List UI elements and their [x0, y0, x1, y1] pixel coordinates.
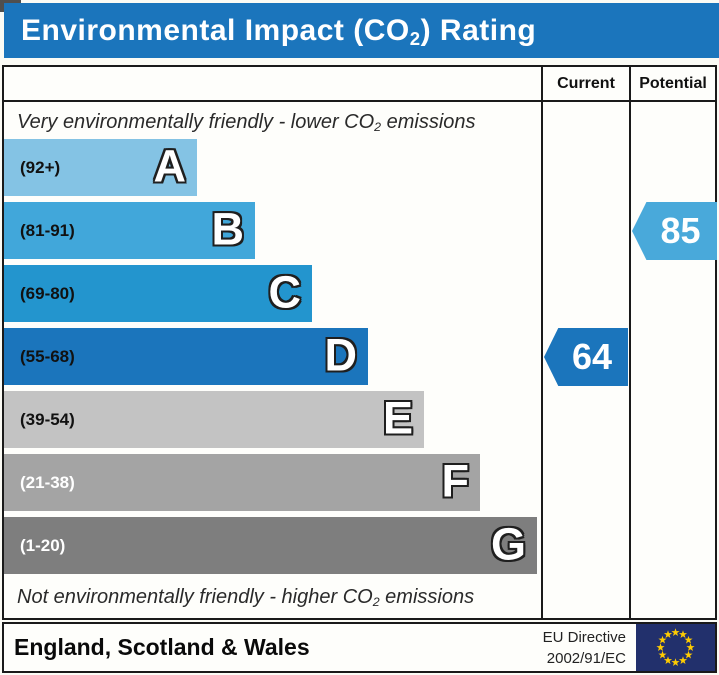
band-f: (21-38) F — [4, 454, 480, 511]
top-note-text-2: emissions — [381, 111, 476, 133]
band-c-letter: C — [268, 266, 302, 318]
band-a: (92+) A — [4, 139, 197, 196]
column-header-row: Current Potential — [4, 67, 715, 102]
bottom-note: Not environmentally friendly - higher CO… — [17, 586, 474, 609]
bottom-note-subscript: 2 — [372, 595, 380, 610]
eu-directive-label: EU Directive 2002/91/EC — [543, 627, 626, 669]
band-f-letter: F — [441, 455, 470, 507]
eu-flag-icon — [636, 624, 715, 671]
title-text: Environmental Impact (CO — [21, 14, 410, 47]
band-e-letter: E — [382, 392, 413, 444]
top-note-subscript: 2 — [374, 120, 382, 135]
title-text-2: ) Rating — [420, 14, 537, 47]
column-divider-potential — [629, 67, 631, 618]
top-note-text: Very environmentally friendly - lower CO — [17, 111, 375, 133]
eu-directive-line1: EU Directive — [542, 628, 626, 646]
footer-region-label: England, Scotland & Wales — [14, 634, 310, 660]
band-e: (39-54) E — [4, 391, 424, 448]
band-d: (55-68) D — [4, 328, 368, 385]
band-a-letter: A — [153, 140, 187, 192]
page-title: Environmental Impact (CO2) Rating — [4, 3, 719, 58]
footer: England, Scotland & Wales EU Directive 2… — [2, 622, 717, 673]
band-g-range: (1-20) — [20, 535, 66, 555]
top-note: Very environmentally friendly - lower CO… — [17, 111, 476, 134]
footer-right: EU Directive 2002/91/EC — [543, 624, 715, 671]
column-divider-current — [541, 67, 543, 618]
band-b-range: (81-91) — [20, 220, 75, 240]
band-e-range: (39-54) — [20, 409, 75, 429]
title-subscript: 2 — [409, 28, 421, 50]
band-a-range: (92+) — [20, 157, 61, 177]
band-b-letter: B — [211, 203, 245, 255]
potential-indicator: 85 — [632, 202, 717, 260]
band-c-range: (69-80) — [20, 283, 75, 303]
band-g-letter: G — [490, 518, 526, 570]
band-f-range: (21-38) — [20, 472, 75, 492]
band-g: (1-20) G — [4, 517, 537, 574]
current-indicator: 64 — [544, 328, 628, 386]
band-b: (81-91) B — [4, 202, 255, 259]
rating-chart: Current Potential Very environmentally f… — [2, 65, 717, 620]
bottom-note-text-2: emissions — [379, 586, 475, 608]
bottom-note-text: Not environmentally friendly - higher CO — [17, 586, 373, 608]
band-d-range: (55-68) — [20, 346, 75, 366]
eu-directive-line2: 2002/91/EC — [546, 649, 626, 667]
column-header-current: Current — [557, 75, 615, 92]
band-c: (69-80) C — [4, 265, 312, 322]
column-header-potential: Potential — [639, 75, 707, 92]
band-d-letter: D — [324, 329, 358, 381]
rating-bands: (92+) A (81-91) B (69-80) C (55-68) D (3… — [4, 139, 537, 580]
